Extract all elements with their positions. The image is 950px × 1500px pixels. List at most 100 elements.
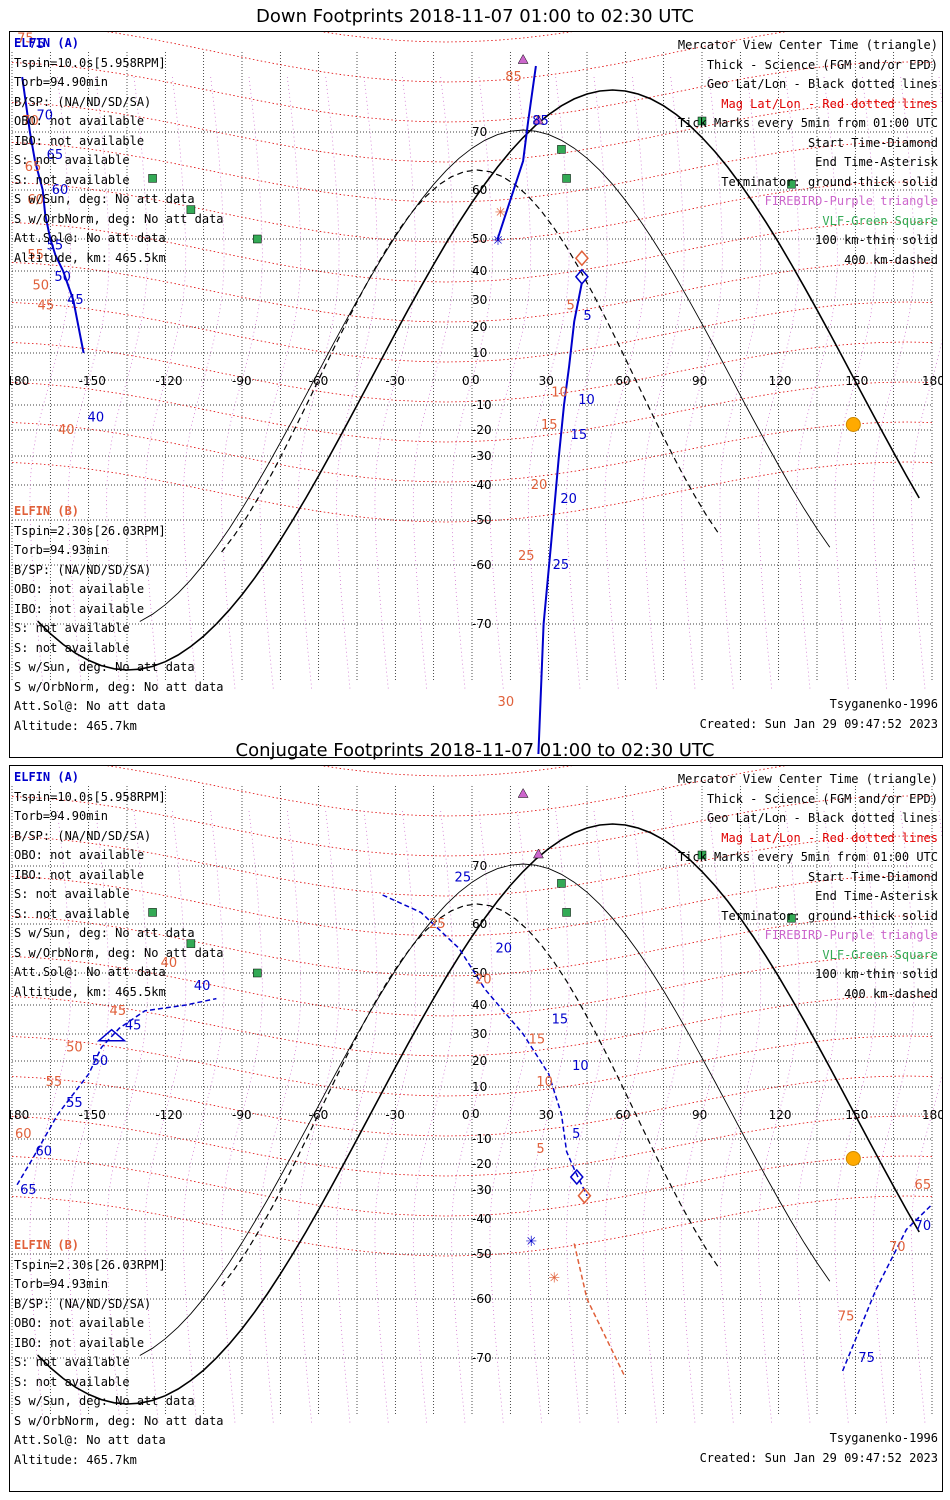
vlf-square (557, 879, 566, 888)
lat-label: -50 (472, 1247, 492, 1261)
lon-label: 150 (845, 1108, 868, 1122)
elfin-b-tick-label: 30 (498, 695, 515, 710)
elfin-b-tick-label: 10 (536, 1075, 553, 1090)
mag-latitude-line (11, 221, 933, 283)
elfin-b-info-line: Torb=94.93min (14, 543, 108, 557)
lon-label: 120 (769, 374, 792, 388)
lon-label: -150 (79, 1108, 106, 1122)
legend-item: Start Time-Diamond (807, 135, 938, 150)
lon-label: -150 (79, 374, 106, 388)
elfin-b-tick-label: 50 (66, 1041, 83, 1056)
start-diamond-icon (574, 250, 589, 267)
legend-item: Geo Lat/Lon - Black dotted lines (706, 77, 938, 91)
legend-item: Mag Lat/Lon - Red dotted lines (721, 830, 938, 845)
vlf-square (148, 908, 157, 917)
legend-item: Geo Lat/Lon - Black dotted lines (706, 811, 938, 825)
lat-label: 10 (472, 1080, 487, 1094)
end-asterisk-icon: ✳ (495, 205, 507, 221)
elfin-b-info-line: B/SP: (NA/ND/SD/SA) (14, 1296, 152, 1311)
mag-latitude-line (11, 1075, 933, 1137)
vlf-square (562, 908, 571, 917)
elfin-b-tick-label: 45 (38, 298, 55, 313)
firebird-triangle (533, 114, 544, 125)
elfin-a-tick-label: 70 (36, 109, 53, 124)
mag-latitude-line (11, 101, 933, 163)
elfin-b-tick-label: 5 (567, 298, 575, 313)
legend-item: 100 km-thin solid (815, 233, 938, 247)
vlf-square (253, 968, 262, 978)
lon-label: 30 (539, 1108, 554, 1122)
lat-label: 0 (472, 373, 480, 387)
elfin-b-info-line: IBO: not available (14, 601, 145, 616)
elfin-b-info-line: Tspin=2.30s[26.03RPM] (14, 523, 166, 538)
model-label: Tsyganenko-1996 (829, 697, 938, 711)
lon-label: 120 (769, 1108, 792, 1122)
lat-label: -30 (472, 449, 492, 463)
terminator-400km (221, 903, 721, 1287)
elfin-a-header: ELFIN (A) (14, 36, 80, 50)
start-diamond-icon (577, 1187, 592, 1204)
mag-latitude-line (11, 955, 933, 1017)
lat-label: 70 (472, 859, 487, 873)
lon-label: 90 (692, 374, 707, 388)
elfin-a-tick-label: 20 (495, 942, 512, 957)
elfin-b-info: ELFIN (B) Tspin=2.30s[26.03RPM] Torb=94.93… (14, 1236, 224, 1470)
mag-grid (11, 32, 942, 690)
elfin-b-info-line: S w/Sun, deg: No att data (14, 1394, 195, 1408)
mag-latitude-line (11, 261, 933, 323)
elfin-a-info-line: Tspin=10.0s[5.958RPM] (14, 789, 166, 804)
lon-label: 150 (845, 374, 868, 388)
terminator-ground (37, 89, 920, 671)
mag-latitude-line (11, 461, 933, 523)
elfin-a-tick-label: 65 (20, 1183, 37, 1198)
legend-item: VLF-Green Square (822, 947, 938, 962)
elfin-a-info-line: Altitude, km: 465.5km (14, 984, 166, 999)
lon-label: 0 (462, 374, 470, 388)
elfin-a-info-line: S w/Sun, deg: No att data (14, 192, 195, 206)
elfin-b-tick-label: 70 (22, 114, 39, 129)
elfin-a-tick-label: 85 (532, 114, 549, 129)
lat-label: -10 (472, 398, 492, 412)
elfin-a-tick-label: 10 (572, 1059, 589, 1074)
legend-item: End Time-Asterisk (815, 889, 938, 903)
elfin-a-info-line: Att.Sol@: No att data (14, 231, 166, 245)
mag-latitude-line (106, 32, 787, 83)
elfin-b-info-line: S: not available (14, 1374, 130, 1389)
terminator-400km (221, 169, 721, 553)
lat-label: 30 (472, 293, 487, 307)
lat-label: -20 (472, 423, 492, 437)
elfin-b-tick-label: 50 (32, 279, 49, 294)
elfin-a-tick-label: 40 (88, 411, 105, 426)
lon-label: 60 (615, 1108, 630, 1122)
elfin-b-tick-label: 40 (161, 956, 178, 971)
geo-grid (11, 52, 933, 682)
vlf-square (148, 174, 157, 183)
vlf-square (186, 205, 196, 214)
elfin-b-tick-label: 85 (505, 70, 522, 85)
start-diamond-icon (569, 1168, 584, 1186)
elfin-b-tick-label: 5 (536, 1142, 544, 1157)
lat-label: 40 (472, 998, 487, 1012)
elfin-a-tick-label: 15 (571, 428, 588, 443)
elfin-a-info-line: S: not available (14, 172, 130, 187)
lat-label: -10 (472, 1132, 492, 1146)
elfin-b-info-line: Att.Sol@: No att data (14, 699, 166, 713)
center-triangle-icon (96, 1028, 127, 1042)
lat-label: 0 (472, 1107, 480, 1121)
elfin-b-info-line: Torb=94.93min (14, 1277, 108, 1291)
lon-label: -180 (10, 374, 29, 388)
mag-latitude-line (11, 915, 933, 977)
lat-label: -40 (472, 1212, 492, 1226)
elfin-a-info-line: Torb=94.90min (14, 75, 108, 89)
elfin-a-tick-label: 75 (858, 1351, 875, 1366)
elfin-a-tick-label: 20 (560, 492, 577, 507)
firebird-triangle (533, 848, 544, 859)
lat-label: 20 (472, 1054, 487, 1068)
lat-label: 70 (472, 125, 487, 139)
elfin-b-info-line: S w/OrbNorm, deg: No att data (14, 1413, 224, 1428)
elfin-b-tick-label: 15 (541, 418, 558, 433)
elfin-a-tick-label: 25 (455, 871, 472, 886)
legend-item: VLF-Green Square (822, 213, 938, 228)
elfin-b-tick-label: 65 (25, 160, 42, 175)
elfin-b-info: ELFIN (B) Tspin=2.30s[26.03RPM] Torb=94.93… (14, 502, 224, 736)
